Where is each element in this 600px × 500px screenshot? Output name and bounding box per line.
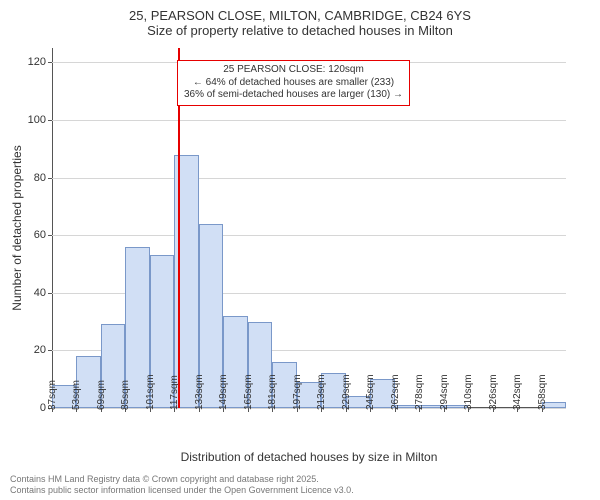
y-tick-mark <box>48 235 52 236</box>
y-tick-mark <box>48 62 52 63</box>
x-tick-label: 342sqm <box>512 374 523 410</box>
annotation-box: 25 PEARSON CLOSE: 120sqm← 64% of detache… <box>177 60 410 106</box>
y-tick-label: 0 <box>40 402 46 414</box>
x-tick-label: 294sqm <box>439 374 450 410</box>
gridline <box>52 120 566 121</box>
chart-title-1: 25, PEARSON CLOSE, MILTON, CAMBRIDGE, CB… <box>0 0 600 23</box>
y-axis-label: Number of detached properties <box>10 145 24 310</box>
y-tick-mark <box>48 350 52 351</box>
x-axis-label: Distribution of detached houses by size … <box>52 450 566 464</box>
footer-line-1: Contains HM Land Registry data © Crown c… <box>10 474 354 485</box>
x-tick-label: 133sqm <box>194 374 205 410</box>
y-tick-label: 80 <box>34 172 46 184</box>
y-tick-label: 40 <box>34 287 46 299</box>
y-tick-label: 20 <box>34 344 46 356</box>
y-tick-label: 120 <box>28 56 46 68</box>
x-tick-label: 326sqm <box>488 374 499 410</box>
x-tick-label: 85sqm <box>120 380 131 410</box>
chart-container: 25, PEARSON CLOSE, MILTON, CAMBRIDGE, CB… <box>0 0 600 500</box>
footer: Contains HM Land Registry data © Crown c… <box>10 474 354 496</box>
y-tick-label: 100 <box>28 114 46 126</box>
x-tick-label: 37sqm <box>47 380 58 410</box>
y-tick-mark <box>48 178 52 179</box>
annotation-line: 36% of semi-detached houses are larger (… <box>184 89 403 102</box>
x-tick-label: 149sqm <box>218 374 229 410</box>
x-tick-label: 197sqm <box>292 374 303 410</box>
x-tick-label: 245sqm <box>365 374 376 410</box>
x-tick-label: 278sqm <box>414 374 425 410</box>
footer-line-2: Contains public sector information licen… <box>10 485 354 496</box>
x-tick-label: 53sqm <box>71 380 82 410</box>
x-tick-label: 262sqm <box>390 374 401 410</box>
gridline <box>52 235 566 236</box>
annotation-line: 25 PEARSON CLOSE: 120sqm <box>184 64 403 77</box>
x-tick-label: 213sqm <box>316 374 327 410</box>
y-tick-label: 60 <box>34 229 46 241</box>
x-tick-label: 69sqm <box>96 380 107 410</box>
x-tick-label: 310sqm <box>463 374 474 410</box>
annotation-line: ← 64% of detached houses are smaller (23… <box>184 77 403 90</box>
plot-area: 02040608010012037sqm53sqm69sqm85sqm101sq… <box>52 48 566 408</box>
y-tick-mark <box>48 120 52 121</box>
gridline <box>52 178 566 179</box>
x-tick-label: 181sqm <box>267 374 278 410</box>
x-tick-label: 229sqm <box>341 374 352 410</box>
x-tick-label: 165sqm <box>243 374 254 410</box>
x-tick-label: 358sqm <box>537 374 548 410</box>
y-tick-mark <box>48 293 52 294</box>
chart-title-2: Size of property relative to detached ho… <box>0 23 600 42</box>
x-tick-label: 101sqm <box>145 374 156 410</box>
